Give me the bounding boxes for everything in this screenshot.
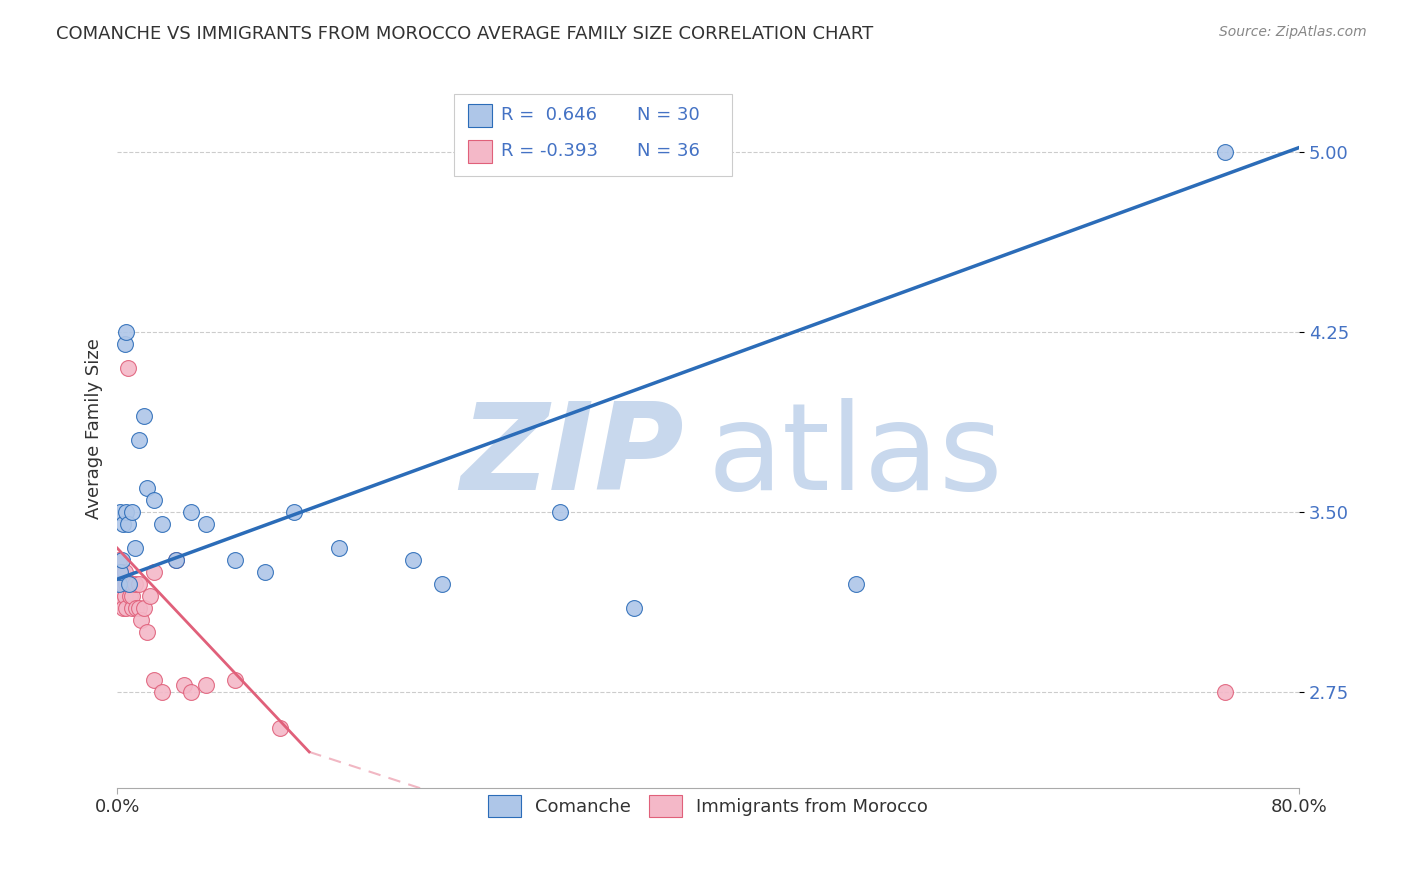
Point xyxy=(135,481,157,495)
Point xyxy=(165,553,187,567)
Point xyxy=(194,517,217,532)
Point xyxy=(114,565,136,579)
Point xyxy=(111,577,134,591)
Point xyxy=(112,577,135,591)
Point xyxy=(143,565,166,579)
Point xyxy=(128,601,150,615)
Point xyxy=(253,565,276,579)
Point xyxy=(118,577,141,591)
Point xyxy=(430,577,453,591)
FancyBboxPatch shape xyxy=(468,140,492,162)
Point xyxy=(120,589,142,603)
Point xyxy=(108,577,131,591)
Point xyxy=(180,685,202,699)
Point xyxy=(117,361,139,376)
Point xyxy=(129,613,152,627)
Point xyxy=(150,685,173,699)
Text: R = -0.393: R = -0.393 xyxy=(501,142,598,161)
Point xyxy=(112,601,135,615)
Point xyxy=(107,577,129,591)
Text: ZIP: ZIP xyxy=(461,399,685,516)
Point xyxy=(845,577,868,591)
Point xyxy=(115,505,138,519)
Text: Source: ZipAtlas.com: Source: ZipAtlas.com xyxy=(1219,25,1367,39)
Point xyxy=(550,505,572,519)
Legend: Comanche, Immigrants from Morocco: Comanche, Immigrants from Morocco xyxy=(479,786,936,826)
Point xyxy=(114,589,136,603)
Point xyxy=(128,577,150,591)
Point xyxy=(121,505,143,519)
Point xyxy=(118,577,141,591)
Point xyxy=(283,505,305,519)
Point xyxy=(121,589,143,603)
Point xyxy=(623,601,645,615)
Point xyxy=(107,553,129,567)
Point xyxy=(180,505,202,519)
FancyBboxPatch shape xyxy=(468,103,492,127)
Point xyxy=(115,601,138,615)
Point xyxy=(150,517,173,532)
Point xyxy=(121,577,143,591)
Point xyxy=(173,678,195,692)
Point xyxy=(128,433,150,447)
Point xyxy=(132,409,155,424)
Point xyxy=(117,517,139,532)
Y-axis label: Average Family Size: Average Family Size xyxy=(86,338,103,518)
Point xyxy=(269,721,291,735)
Text: N = 36: N = 36 xyxy=(637,142,700,161)
Point xyxy=(111,553,134,567)
Point xyxy=(224,553,246,567)
Point xyxy=(224,673,246,687)
Point xyxy=(115,577,138,591)
Point xyxy=(108,565,131,579)
Point xyxy=(112,517,135,532)
Point xyxy=(143,493,166,508)
Text: R =  0.646: R = 0.646 xyxy=(501,106,598,124)
Point xyxy=(138,589,160,603)
Point xyxy=(121,601,143,615)
Point xyxy=(132,601,155,615)
Point xyxy=(108,505,131,519)
Text: N = 30: N = 30 xyxy=(637,106,700,124)
Point xyxy=(125,601,148,615)
Point xyxy=(401,553,423,567)
Point xyxy=(143,673,166,687)
Point xyxy=(108,589,131,603)
Point xyxy=(114,337,136,351)
Text: COMANCHE VS IMMIGRANTS FROM MOROCCO AVERAGE FAMILY SIZE CORRELATION CHART: COMANCHE VS IMMIGRANTS FROM MOROCCO AVER… xyxy=(56,25,873,43)
Text: atlas: atlas xyxy=(709,399,1004,516)
FancyBboxPatch shape xyxy=(454,94,731,177)
Point xyxy=(124,577,146,591)
Point xyxy=(111,565,134,579)
Point xyxy=(1213,145,1236,160)
Point xyxy=(1213,685,1236,699)
Point xyxy=(165,553,187,567)
Point xyxy=(328,541,350,555)
Point xyxy=(135,625,157,640)
Point xyxy=(124,541,146,555)
Point xyxy=(107,577,129,591)
Point xyxy=(194,678,217,692)
Point xyxy=(115,326,138,340)
